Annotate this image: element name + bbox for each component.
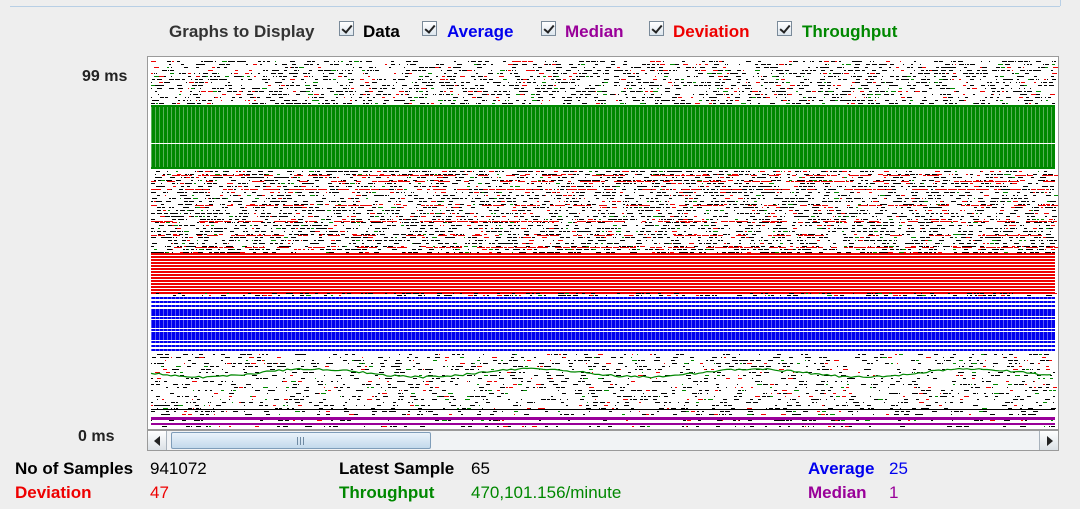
arrow-left-icon — [154, 436, 160, 446]
scroll-left-button[interactable] — [148, 431, 167, 450]
samples-value: 941072 — [150, 459, 207, 478]
graph-texture — [150, 61, 1058, 427]
samples-label: No of Samples — [15, 459, 134, 478]
average-label: Average — [808, 459, 875, 478]
graph-plot-area — [147, 56, 1059, 430]
y-axis-min-label: 0 ms — [78, 428, 115, 445]
arrow-right-icon — [1047, 436, 1053, 446]
graph-canvas — [150, 61, 1058, 427]
throughput-label: Throughput — [339, 483, 435, 502]
average-checkbox[interactable] — [422, 21, 437, 36]
graphs-toolbar: Graphs to Display Data Average Median De… — [0, 20, 1080, 44]
deviation-label: Deviation — [15, 483, 92, 502]
average-value: 25 — [889, 459, 908, 478]
data-checkbox[interactable] — [339, 21, 354, 36]
scrollbar-thumb[interactable] — [171, 432, 431, 449]
median-value: 1 — [889, 483, 899, 502]
top-border — [10, 0, 1060, 7]
horizontal-scrollbar[interactable] — [147, 430, 1059, 451]
y-axis-max-label: 99 ms — [82, 68, 128, 85]
scroll-right-button[interactable] — [1039, 431, 1058, 450]
deviation-value: 47 — [150, 483, 169, 502]
throughput-checkbox-label[interactable]: Throughput — [802, 22, 898, 41]
data-checkbox-label[interactable]: Data — [363, 22, 400, 41]
throughput-value: 470,101.156/minute — [471, 483, 622, 502]
graphs-to-display-label: Graphs to Display — [169, 22, 315, 41]
median-label: Median — [808, 483, 867, 502]
deviation-checkbox-label[interactable]: Deviation — [673, 22, 750, 41]
latest-sample-value: 65 — [471, 459, 490, 478]
median-checkbox[interactable] — [541, 21, 556, 36]
throughput-checkbox[interactable] — [777, 21, 792, 36]
latest-sample-label: Latest Sample — [339, 459, 455, 478]
top-border-corner — [1060, 0, 1061, 6]
median-checkbox-label[interactable]: Median — [565, 22, 624, 41]
average-checkbox-label[interactable]: Average — [447, 22, 514, 41]
deviation-checkbox[interactable] — [649, 21, 664, 36]
grip-icon — [297, 437, 305, 445]
